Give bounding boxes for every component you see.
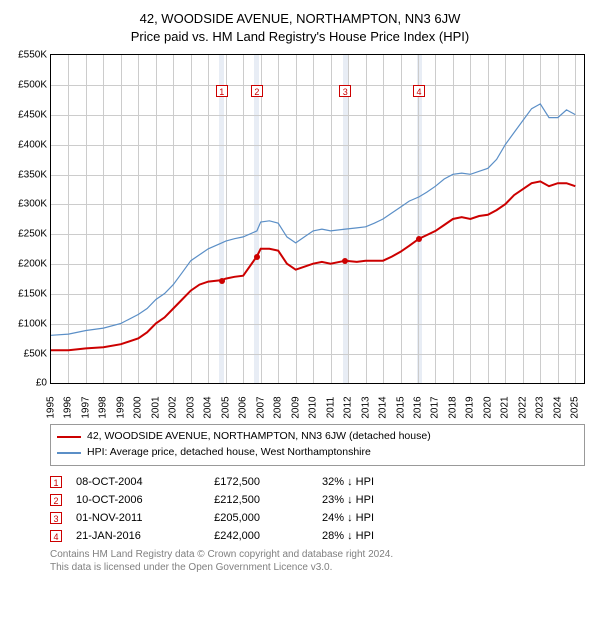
- sale-marker: 4: [413, 85, 425, 97]
- y-tick-label: £200K: [11, 259, 47, 270]
- title-line1: 42, WOODSIDE AVENUE, NORTHAMPTON, NN3 6J…: [10, 10, 590, 28]
- y-tick-label: £250K: [11, 229, 47, 240]
- sale-pct: 32% ↓ HPI: [274, 476, 374, 488]
- series-line-price_paid: [51, 182, 575, 351]
- sale-index-box: 3: [50, 512, 62, 524]
- y-tick-label: £0: [11, 378, 47, 389]
- x-axis-labels: [40, 390, 595, 420]
- chart-title: 42, WOODSIDE AVENUE, NORTHAMPTON, NN3 6J…: [10, 10, 590, 46]
- series-svg: [51, 55, 584, 383]
- legend-row: HPI: Average price, detached house, West…: [57, 445, 578, 461]
- y-tick-label: £550K: [11, 50, 47, 61]
- y-tick-label: £400K: [11, 139, 47, 150]
- sale-pct: 28% ↓ HPI: [274, 530, 374, 542]
- sale-pct: 23% ↓ HPI: [274, 494, 374, 506]
- sale-index-box: 1: [50, 476, 62, 488]
- legend-label: HPI: Average price, detached house, West…: [87, 445, 371, 461]
- legend-label: 42, WOODSIDE AVENUE, NORTHAMPTON, NN3 6J…: [87, 429, 431, 445]
- sale-row: 4 21-JAN-2016 £242,000 28% ↓ HPI: [50, 530, 585, 542]
- sale-marker: 1: [216, 85, 228, 97]
- sale-dot: [219, 278, 225, 284]
- sale-index-box: 2: [50, 494, 62, 506]
- footer-line: This data is licensed under the Open Gov…: [50, 561, 585, 574]
- sale-marker: 3: [339, 85, 351, 97]
- legend-swatch: [57, 452, 81, 454]
- sale-row: 1 08-OCT-2004 £172,500 32% ↓ HPI: [50, 476, 585, 488]
- sale-date: 10-OCT-2006: [76, 494, 176, 506]
- sale-index-box: 4: [50, 530, 62, 542]
- sale-row: 3 01-NOV-2011 £205,000 24% ↓ HPI: [50, 512, 585, 524]
- legend-swatch: [57, 436, 81, 438]
- chart-container: 42, WOODSIDE AVENUE, NORTHAMPTON, NN3 6J…: [0, 0, 600, 620]
- y-tick-label: £450K: [11, 110, 47, 121]
- y-tick-label: £300K: [11, 199, 47, 210]
- footer-line: Contains HM Land Registry data © Crown c…: [50, 548, 585, 561]
- sale-row: 2 10-OCT-2006 £212,500 23% ↓ HPI: [50, 494, 585, 506]
- series-line-hpi: [51, 104, 575, 335]
- sale-pct: 24% ↓ HPI: [274, 512, 374, 524]
- sales-table: 1 08-OCT-2004 £172,500 32% ↓ HPI 2 10-OCT-200…: [50, 476, 585, 542]
- y-tick-label: £150K: [11, 288, 47, 299]
- sale-price: £242,000: [190, 530, 260, 542]
- sale-price: £172,500: [190, 476, 260, 488]
- y-tick-label: £350K: [11, 169, 47, 180]
- sale-date: 01-NOV-2011: [76, 512, 176, 524]
- sale-dot: [254, 254, 260, 260]
- sale-date: 08-OCT-2004: [76, 476, 176, 488]
- sale-date: 21-JAN-2016: [76, 530, 176, 542]
- y-tick-label: £50K: [11, 348, 47, 359]
- footer: Contains HM Land Registry data © Crown c…: [50, 548, 585, 574]
- legend: 42, WOODSIDE AVENUE, NORTHAMPTON, NN3 6J…: [50, 424, 585, 466]
- sale-price: £205,000: [190, 512, 260, 524]
- y-tick-label: £500K: [11, 80, 47, 91]
- legend-row: 42, WOODSIDE AVENUE, NORTHAMPTON, NN3 6J…: [57, 429, 578, 445]
- sale-price: £212,500: [190, 494, 260, 506]
- chart-plot-area: £0£50K£100K£150K£200K£250K£300K£350K£400…: [50, 54, 585, 384]
- sale-dot: [342, 258, 348, 264]
- title-line2: Price paid vs. HM Land Registry's House …: [10, 28, 590, 46]
- y-tick-label: £100K: [11, 318, 47, 329]
- sale-marker: 2: [251, 85, 263, 97]
- sale-dot: [416, 236, 422, 242]
